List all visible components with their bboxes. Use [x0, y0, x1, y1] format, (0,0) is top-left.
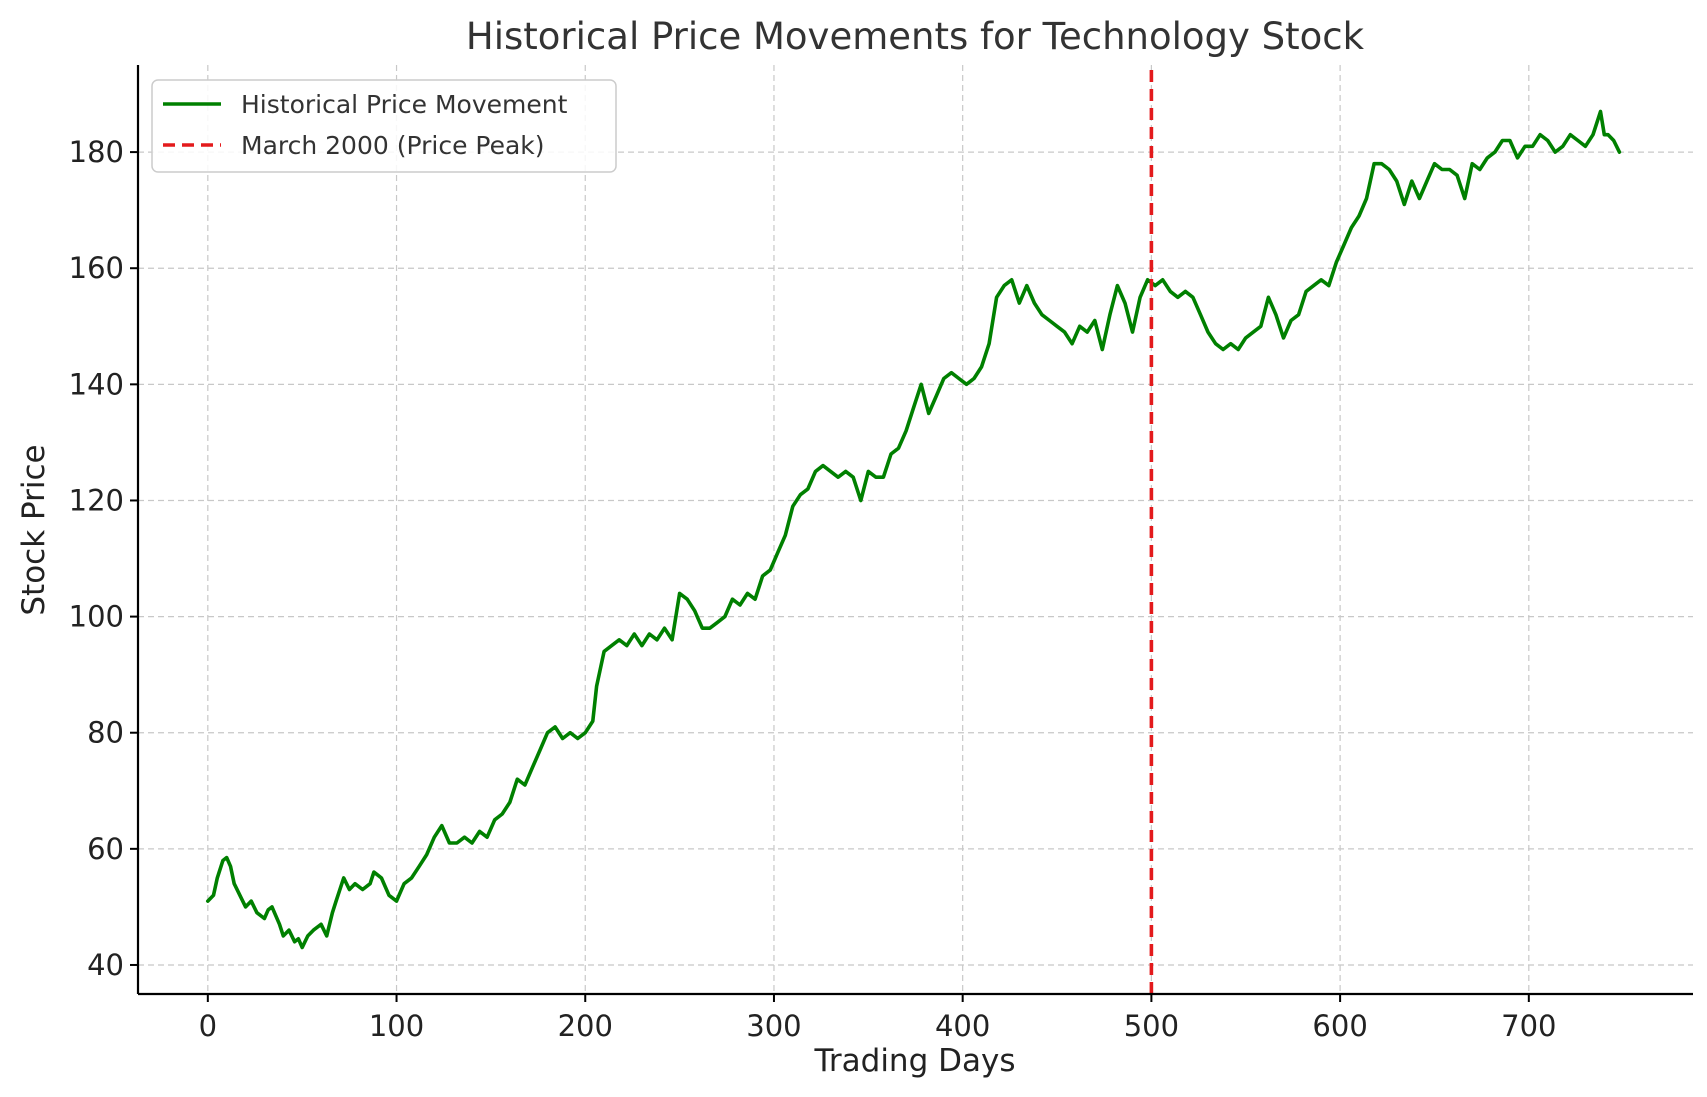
legend: Historical Price Movement March 2000 (Pr… [151, 79, 617, 173]
y-tick-label-180: 180 [69, 135, 124, 169]
legend-label-historical-price: Historical Price Movement [241, 90, 568, 119]
y-tick-label-100: 100 [69, 600, 124, 634]
axis-ticks: 40 60 80 100 120 140 160 180 0 100 200 300 400 500 600… [69, 135, 1557, 1043]
x-tick-label-300: 300 [746, 1009, 801, 1043]
legend-label-march-2000-peak: March 2000 (Price Peak) [241, 131, 545, 160]
x-axis-label: Trading Days [814, 1043, 1016, 1079]
y-tick-label-120: 120 [69, 483, 124, 517]
series-layer [206, 65, 1622, 994]
x-tick-label-200: 200 [558, 1009, 613, 1043]
x-tick-label-0: 0 [199, 1009, 217, 1043]
chart-title: Historical Price Movements for Technolog… [466, 15, 1365, 58]
x-tick-label-100: 100 [369, 1009, 424, 1043]
y-axis-label: Stock Price [16, 444, 52, 615]
y-tick-label-60: 60 [87, 832, 124, 866]
x-tick-label-700: 700 [1501, 1009, 1556, 1043]
y-tick-label-140: 140 [69, 367, 124, 401]
legend-box [151, 79, 617, 173]
y-tick-label-160: 160 [69, 251, 124, 285]
x-tick-label-500: 500 [1124, 1009, 1179, 1043]
x-tick-label-400: 400 [935, 1009, 990, 1043]
series-historical-price-line [206, 109, 1622, 950]
y-tick-label-40: 40 [87, 948, 124, 982]
x-tick-label-600: 600 [1312, 1009, 1367, 1043]
y-tick-label-80: 80 [87, 716, 124, 750]
